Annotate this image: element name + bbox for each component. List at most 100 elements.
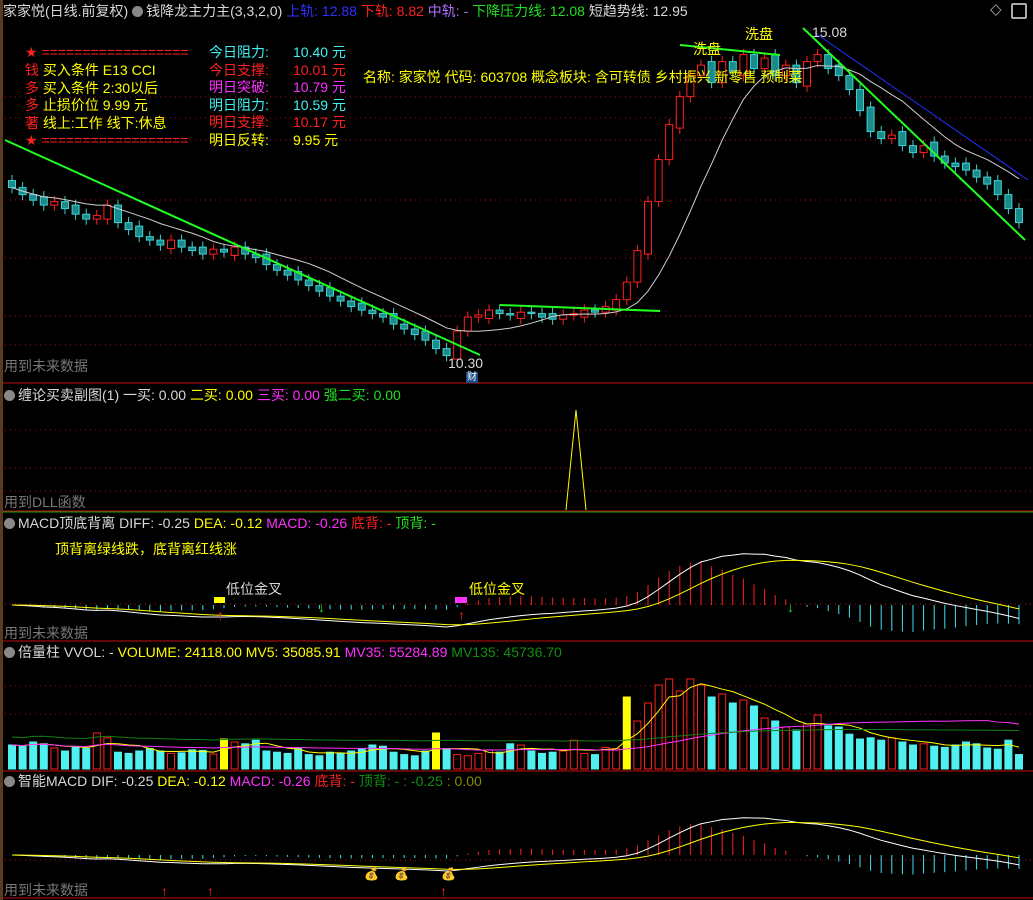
candle-body [273, 264, 281, 271]
diamond-icon[interactable]: ◇ [990, 1, 1002, 18]
vvol-value: - [109, 644, 114, 660]
volume-bar [919, 743, 928, 770]
candle-body [781, 64, 790, 77]
info-row-value: 买入条件 2:30以后 [42, 79, 159, 96]
diff-label: DIFF: [119, 515, 155, 531]
money-bag-icon: 💰 [441, 867, 456, 881]
dif-value: -0.25 [121, 773, 154, 789]
volume-bar [463, 755, 472, 770]
volume-bar [940, 746, 949, 770]
volume-bar [135, 750, 144, 770]
candle-body [824, 54, 833, 70]
panel-toggle-icon[interactable] [1011, 3, 1027, 19]
volume-bar [103, 737, 112, 770]
candle-body [750, 54, 758, 70]
future-data-warning: 用到未来数据 [4, 625, 88, 641]
candle-body [156, 239, 165, 246]
b3-label: 三买: [256, 387, 289, 403]
panel4-dropdown-icon[interactable] [4, 647, 15, 658]
volume-bar [771, 720, 780, 770]
volume-bar [410, 755, 419, 770]
info-row-key: 多 [25, 79, 39, 96]
candle-body [527, 311, 536, 315]
volume-bar [781, 726, 790, 770]
pressure-line [679, 44, 781, 56]
panel2-dropdown-icon[interactable] [4, 390, 15, 401]
volume-bar [82, 748, 91, 770]
candle-body [135, 225, 144, 238]
candle-body [71, 204, 80, 215]
info-row-key: 钱 [25, 62, 39, 78]
volume-bar [633, 720, 642, 770]
candle-body [410, 328, 419, 336]
stars-line-bottom: ★ ================== [25, 132, 189, 148]
price-level-row: 今日阻力: 10.40 元 [209, 44, 346, 60]
volume-bar [506, 743, 515, 770]
candle-body [951, 162, 960, 168]
volume-bar [315, 755, 324, 770]
mv35-line [11, 720, 1020, 751]
price-level-row: 今日支撑: 10.01 元 [209, 62, 346, 78]
candle-body [368, 309, 377, 315]
diff-value: -0.25 [158, 515, 190, 531]
price-level-label: 今日阻力: [209, 44, 269, 60]
candle-body [188, 246, 197, 252]
panel3-dropdown-icon[interactable] [4, 518, 15, 529]
candle-body [739, 54, 748, 77]
candle-body [389, 313, 398, 325]
panel5-dropdown-icon[interactable] [4, 776, 15, 787]
volume-bar [792, 729, 801, 770]
up-arrow-icon: ↑ [207, 883, 214, 899]
candle-body [972, 169, 981, 178]
volume-bar [18, 745, 27, 770]
panel3-title: MACD顶底背离 [18, 515, 116, 531]
volume-bar [400, 754, 409, 770]
indicator-dropdown-icon[interactable] [132, 6, 144, 17]
panel2-header: 缠论买卖副图(1) 一买: 0.00 二买: 0.00 三买: 0.00 强二买… [4, 387, 401, 403]
candle-body [198, 246, 207, 255]
price-level-row: 明日支撑: 10.17 元 [209, 114, 346, 130]
mv135-line [11, 728, 1020, 742]
ma-line [11, 64, 1020, 332]
candle-body [813, 54, 822, 63]
vvol-label: VVOL: [63, 644, 106, 660]
lower-value: 8.82 [396, 3, 424, 19]
candle-body [792, 64, 801, 84]
finance-badge[interactable]: 财 [466, 372, 478, 383]
candle-body [728, 61, 737, 73]
volume-bar [654, 684, 663, 770]
buy-signal-spike [565, 409, 587, 511]
macd-value: -0.26 [315, 515, 348, 531]
volume-bar [591, 754, 599, 770]
volume-bar [718, 693, 727, 770]
candle-body [686, 75, 695, 98]
candle-body [591, 309, 599, 313]
candle-body [177, 239, 186, 248]
stock-title: 家家悦(日线.前复权) [3, 3, 129, 19]
candle-body [516, 311, 525, 320]
b1-value: 0.00 [158, 387, 187, 403]
volume-bar [230, 741, 239, 770]
dea-line-p3 [11, 559, 1020, 626]
candle-body [124, 222, 133, 231]
wash-label: 洗盘 [693, 41, 721, 57]
indicator-name[interactable]: 钱降龙主力主(3,3,2,0) [146, 3, 283, 19]
dea-line-p5 [11, 822, 1020, 870]
upper-value: 12.88 [321, 3, 357, 19]
candle-body [283, 269, 292, 276]
candle-body [230, 246, 239, 257]
price-level-value: 10.79 元 [293, 79, 346, 95]
candle-body [707, 61, 716, 84]
volume-bar [887, 737, 896, 770]
short-value: 12.95 [652, 3, 688, 19]
macd-label: MACD: [266, 515, 312, 531]
volume-bar [930, 745, 939, 770]
top-div-label: 顶背: [395, 515, 428, 531]
mv135-value: 45736.70 [503, 644, 562, 660]
info-row: 多 止损价位 9.99 元 [25, 97, 148, 113]
candle-body [654, 159, 663, 203]
volume-bar [644, 702, 652, 770]
panel3-header: MACD顶底背离 DIFF: -0.25 DEA: -0.12 MACD: -0… [4, 515, 436, 531]
volume-bar [983, 747, 992, 770]
